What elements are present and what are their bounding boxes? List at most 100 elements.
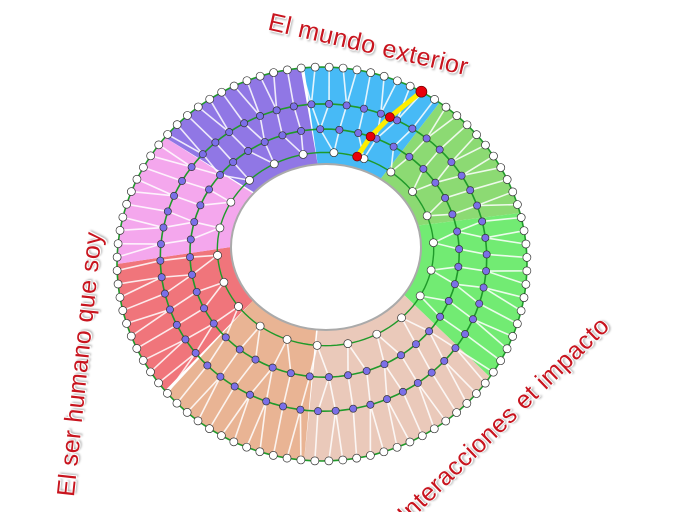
link-line [419,295,441,318]
link-line [130,308,171,337]
outer-node [508,187,518,197]
link-line [160,238,191,245]
link-line [202,153,221,176]
link-line [428,330,456,349]
outer-node [441,416,451,426]
node [200,304,208,313]
node [376,109,385,118]
link-line [308,345,318,377]
link-line [485,237,527,245]
link-line [369,404,385,453]
outer-node [242,76,252,86]
outer-node [312,341,322,350]
node [181,335,190,344]
link-line [328,376,337,411]
outer-node [366,451,375,460]
node [447,158,456,167]
link-line [352,408,358,459]
node [380,360,389,369]
link-line [411,98,436,130]
link-line [166,352,197,394]
outer-node [392,76,402,86]
link-line [454,347,494,373]
outer-node [296,455,306,465]
link-line [150,155,192,168]
outer-node [122,199,132,209]
link-line [415,343,433,374]
link-line [239,325,261,350]
outer-node [126,331,136,341]
link-line [116,243,162,258]
outer-node [163,389,172,398]
node [216,372,225,381]
link-line [191,254,219,276]
link-line [417,382,436,430]
link-line [461,155,494,177]
outer-node [481,140,490,150]
link-line [164,274,193,295]
outer-node [113,239,123,249]
outer-node [268,451,278,460]
node [188,270,196,279]
node [260,138,269,146]
link-line [357,132,365,159]
link-line [485,270,527,286]
link-line [342,67,348,106]
node [278,131,287,140]
outer-node [502,175,512,184]
link-line [233,394,251,443]
outer-node [352,453,362,463]
node [190,218,199,227]
link-line [275,110,284,136]
link-line [194,221,221,229]
outer-node [112,252,122,262]
link-line [271,339,288,368]
node [163,207,172,216]
node [325,99,333,108]
link-line [122,292,166,312]
link-line [380,76,385,114]
link-line [219,174,250,182]
node [221,333,230,342]
outer-node [146,367,155,377]
link-line [259,401,267,452]
node [444,297,453,305]
outer-node [154,378,163,388]
outer-node [219,277,229,287]
node [441,194,450,202]
outer-node [269,68,278,77]
node [479,283,488,292]
node [172,320,181,329]
link-line [208,386,236,430]
link-line [439,124,468,151]
link-line [430,269,456,285]
outer-node [217,431,226,440]
outer-node [298,150,308,159]
link-line [163,221,195,229]
link-line [286,69,295,107]
outer-node [163,130,172,139]
node [431,178,440,187]
link-line [486,253,527,259]
link-line [176,364,208,404]
link-line [319,103,330,130]
link-line [478,302,518,325]
link-line [214,141,234,163]
outer-node [139,162,148,172]
outer-node [338,455,348,465]
outer-node [310,62,320,72]
node [466,186,475,195]
node [156,256,165,265]
node [198,150,207,159]
link-line [272,406,284,456]
link-line [310,104,321,130]
link-line [482,216,522,223]
outer-node [324,62,334,72]
outer-node [338,63,348,73]
outer-node [122,319,131,328]
node [244,147,253,155]
link-line [433,241,460,250]
link-line [126,308,171,325]
link-line [400,354,419,384]
link-line [299,376,311,410]
